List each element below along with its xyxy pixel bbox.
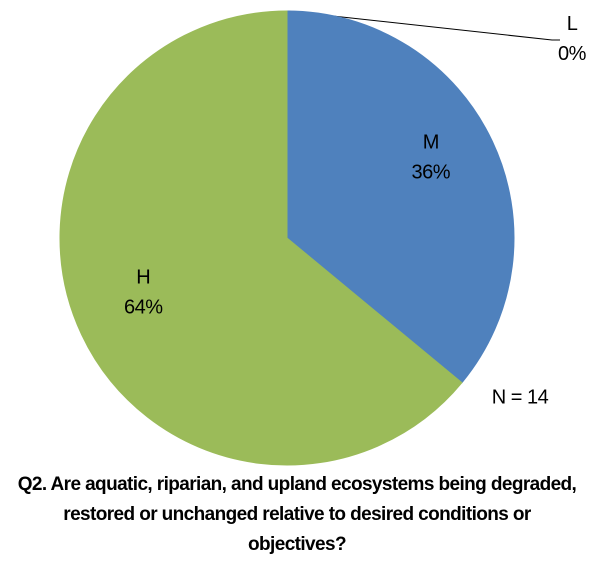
data-label: H 64% (124, 267, 163, 319)
value-label: 64% (124, 297, 163, 319)
chart-title: Q2. Are aquatic, riparian, and upland ec… (17, 474, 577, 555)
chart: N = 14 L 0% M 36% H 64% (59, 10, 587, 466)
leader-line (286, 10, 560, 41)
data-label: L 0% (558, 13, 587, 65)
category-label: M (423, 131, 439, 153)
value-label: 0% (558, 43, 587, 65)
pie-slice (59, 10, 463, 466)
category-label: H (136, 267, 150, 289)
value-label: 36% (412, 161, 451, 183)
annotation: N = 14 (492, 386, 549, 408)
data-label: M 36% (412, 131, 451, 183)
category-label: L (567, 13, 578, 35)
pie-slice (286, 10, 515, 384)
